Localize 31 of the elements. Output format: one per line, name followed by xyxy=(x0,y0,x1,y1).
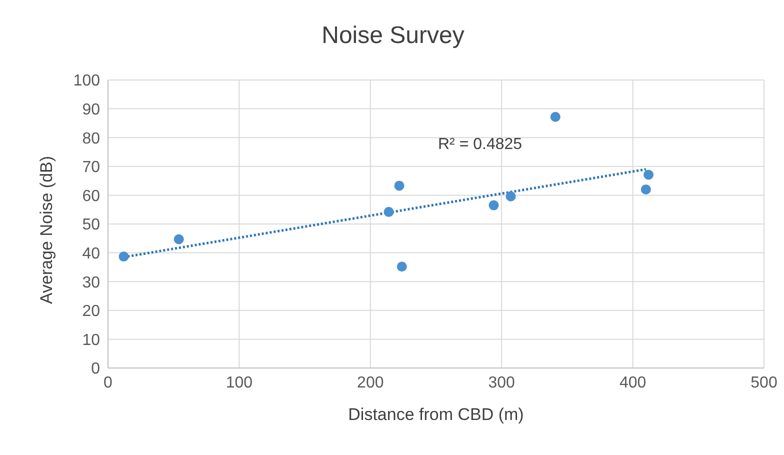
y-tick-label: 30 xyxy=(82,274,100,292)
x-tick-label: 400 xyxy=(619,374,646,392)
x-tick-label: 200 xyxy=(357,374,384,392)
point xyxy=(550,112,560,122)
point xyxy=(118,252,129,262)
x-axis-title: Distance from CBD (m) xyxy=(348,405,524,424)
y-tick-label: 40 xyxy=(82,245,100,262)
y-tick-label: 20 xyxy=(82,303,100,320)
y-tick-label: 60 xyxy=(82,188,100,205)
y-tick-label: 70 xyxy=(82,159,100,176)
point xyxy=(396,262,407,272)
x-tick-label: 500 xyxy=(750,374,778,392)
point xyxy=(488,200,499,210)
y-tick-label: 10 xyxy=(82,332,100,349)
point xyxy=(644,170,654,180)
point xyxy=(394,180,404,191)
x-tick-label: 100 xyxy=(226,374,253,392)
y-axis-title: Average Noise (dB) xyxy=(37,156,56,304)
y-tick-label: 100 xyxy=(73,72,100,90)
point xyxy=(384,206,394,217)
y-tick-label: 80 xyxy=(82,130,100,148)
annotation: R² = 0.4825 xyxy=(438,136,522,154)
chart-title: Noise Survey xyxy=(320,22,466,50)
y-tick-label: 0 xyxy=(91,360,100,378)
point xyxy=(640,184,651,194)
point xyxy=(174,234,184,244)
point xyxy=(506,191,516,202)
x-tick-label: 0 xyxy=(104,374,113,392)
y-tick-label: 50 xyxy=(82,216,100,234)
x-tick-label: 300 xyxy=(488,374,516,392)
y-tick-label: 90 xyxy=(82,101,100,118)
